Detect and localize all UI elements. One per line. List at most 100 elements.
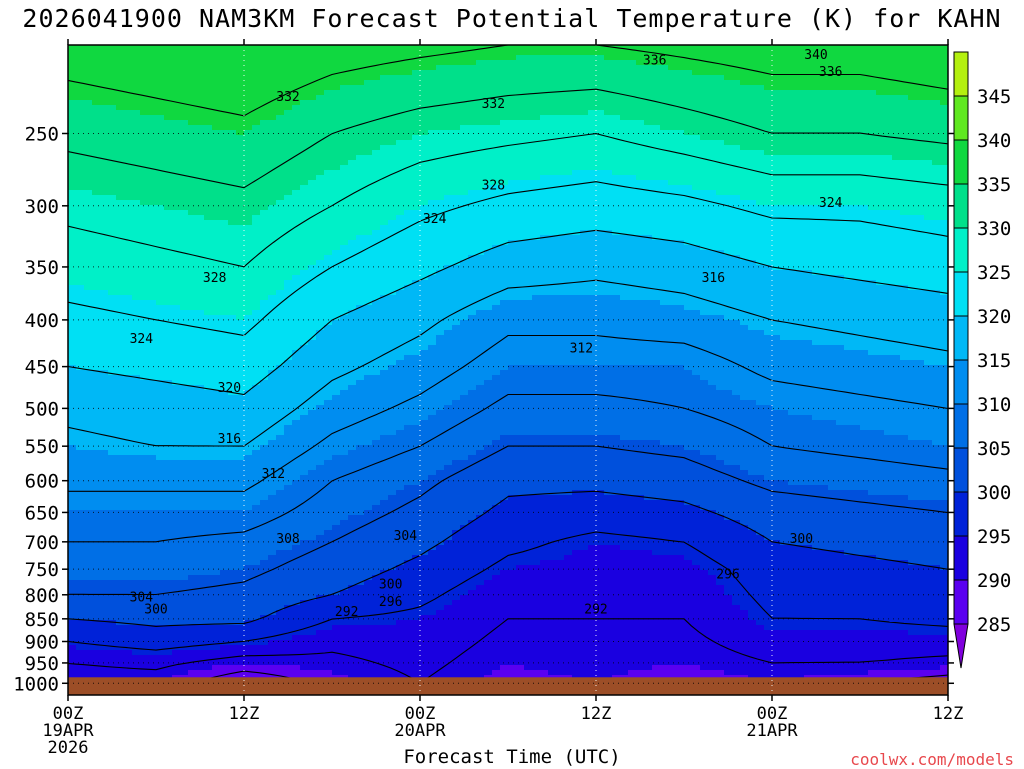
theta-cell bbox=[196, 110, 205, 116]
theta-cell bbox=[308, 225, 317, 231]
theta-cell bbox=[220, 660, 229, 666]
theta-cell bbox=[108, 145, 117, 151]
theta-cell bbox=[172, 155, 181, 161]
theta-cell bbox=[68, 100, 77, 106]
theta-cell bbox=[244, 635, 253, 641]
theta-cell bbox=[220, 510, 229, 516]
theta-cell bbox=[108, 455, 117, 461]
theta-cell bbox=[300, 345, 309, 351]
theta-cell bbox=[148, 240, 157, 246]
theta-cell bbox=[132, 75, 141, 81]
theta-cell bbox=[212, 525, 221, 531]
theta-cell bbox=[204, 55, 213, 61]
theta-cell bbox=[356, 150, 365, 156]
theta-cell bbox=[172, 380, 181, 386]
theta-cell bbox=[132, 430, 141, 436]
theta-cell bbox=[372, 125, 381, 131]
theta-cell bbox=[268, 465, 277, 471]
theta-cell bbox=[332, 285, 341, 291]
theta-cell bbox=[204, 245, 213, 251]
theta-cell bbox=[348, 45, 357, 51]
theta-cell bbox=[228, 470, 237, 476]
theta-cell bbox=[132, 370, 141, 376]
theta-cell bbox=[292, 370, 301, 376]
theta-cell bbox=[284, 95, 293, 101]
theta-cell bbox=[260, 70, 269, 76]
theta-cell bbox=[292, 55, 301, 61]
theta-cell bbox=[172, 480, 181, 486]
theta-cell bbox=[356, 565, 365, 571]
theta-cell bbox=[100, 585, 109, 591]
theta-cell bbox=[148, 190, 157, 196]
theta-cell bbox=[308, 180, 317, 186]
theta-cell bbox=[236, 360, 245, 366]
theta-cell bbox=[300, 595, 309, 601]
theta-cell bbox=[268, 190, 277, 196]
theta-cell bbox=[268, 590, 277, 596]
theta-cell bbox=[308, 245, 317, 251]
theta-cell bbox=[140, 515, 149, 521]
theta-cell bbox=[372, 75, 381, 81]
theta-cell bbox=[148, 505, 157, 511]
theta-cell bbox=[196, 655, 205, 661]
theta-cell bbox=[276, 120, 285, 126]
theta-cell bbox=[108, 350, 117, 356]
theta-cell bbox=[300, 60, 309, 66]
theta-cell bbox=[332, 625, 341, 631]
theta-cell bbox=[172, 625, 181, 631]
theta-cell bbox=[292, 535, 301, 541]
theta-cell bbox=[100, 75, 109, 81]
theta-cell bbox=[276, 160, 285, 166]
theta-cell bbox=[84, 110, 93, 116]
theta-cell bbox=[68, 215, 77, 221]
theta-cell bbox=[212, 75, 221, 81]
theta-cell bbox=[260, 65, 269, 71]
theta-cell bbox=[188, 280, 197, 286]
theta-cell bbox=[156, 325, 165, 331]
theta-cell bbox=[188, 525, 197, 531]
theta-cell bbox=[340, 385, 349, 391]
theta-cell bbox=[100, 535, 109, 541]
theta-cell bbox=[188, 470, 197, 476]
theta-cell bbox=[84, 210, 93, 216]
theta-cell bbox=[172, 425, 181, 431]
theta-cell bbox=[148, 265, 157, 271]
theta-cell bbox=[228, 270, 237, 276]
theta-cell bbox=[340, 525, 349, 531]
theta-cell bbox=[148, 255, 157, 261]
theta-cell bbox=[196, 660, 205, 666]
theta-cell bbox=[204, 470, 213, 476]
theta-cell bbox=[316, 285, 325, 291]
theta-cell bbox=[76, 220, 85, 226]
theta-cell bbox=[76, 305, 85, 311]
theta-cell bbox=[124, 640, 133, 646]
theta-cell bbox=[356, 440, 365, 446]
theta-cell bbox=[156, 125, 165, 131]
theta-cell bbox=[308, 595, 317, 601]
theta-cell bbox=[124, 45, 133, 51]
theta-cell bbox=[340, 95, 349, 101]
theta-cell bbox=[276, 540, 285, 546]
theta-cell bbox=[204, 655, 213, 661]
theta-cell bbox=[348, 450, 357, 456]
theta-cell bbox=[188, 125, 197, 131]
theta-cell bbox=[188, 355, 197, 361]
theta-cell bbox=[300, 305, 309, 311]
theta-cell bbox=[204, 455, 213, 461]
theta-cell bbox=[156, 215, 165, 221]
theta-cell bbox=[364, 570, 373, 576]
theta-cell bbox=[244, 330, 253, 336]
theta-cell bbox=[92, 105, 101, 111]
theta-cell bbox=[116, 360, 125, 366]
theta-cell bbox=[84, 535, 93, 541]
theta-cell bbox=[76, 490, 85, 496]
theta-cell bbox=[276, 575, 285, 581]
theta-cell bbox=[308, 370, 317, 376]
theta-cell bbox=[188, 545, 197, 551]
theta-cell bbox=[164, 320, 173, 326]
theta-cell bbox=[116, 545, 125, 551]
theta-cell bbox=[212, 85, 221, 91]
theta-cell bbox=[260, 90, 269, 96]
theta-cell bbox=[356, 65, 365, 71]
theta-cell bbox=[84, 65, 93, 71]
